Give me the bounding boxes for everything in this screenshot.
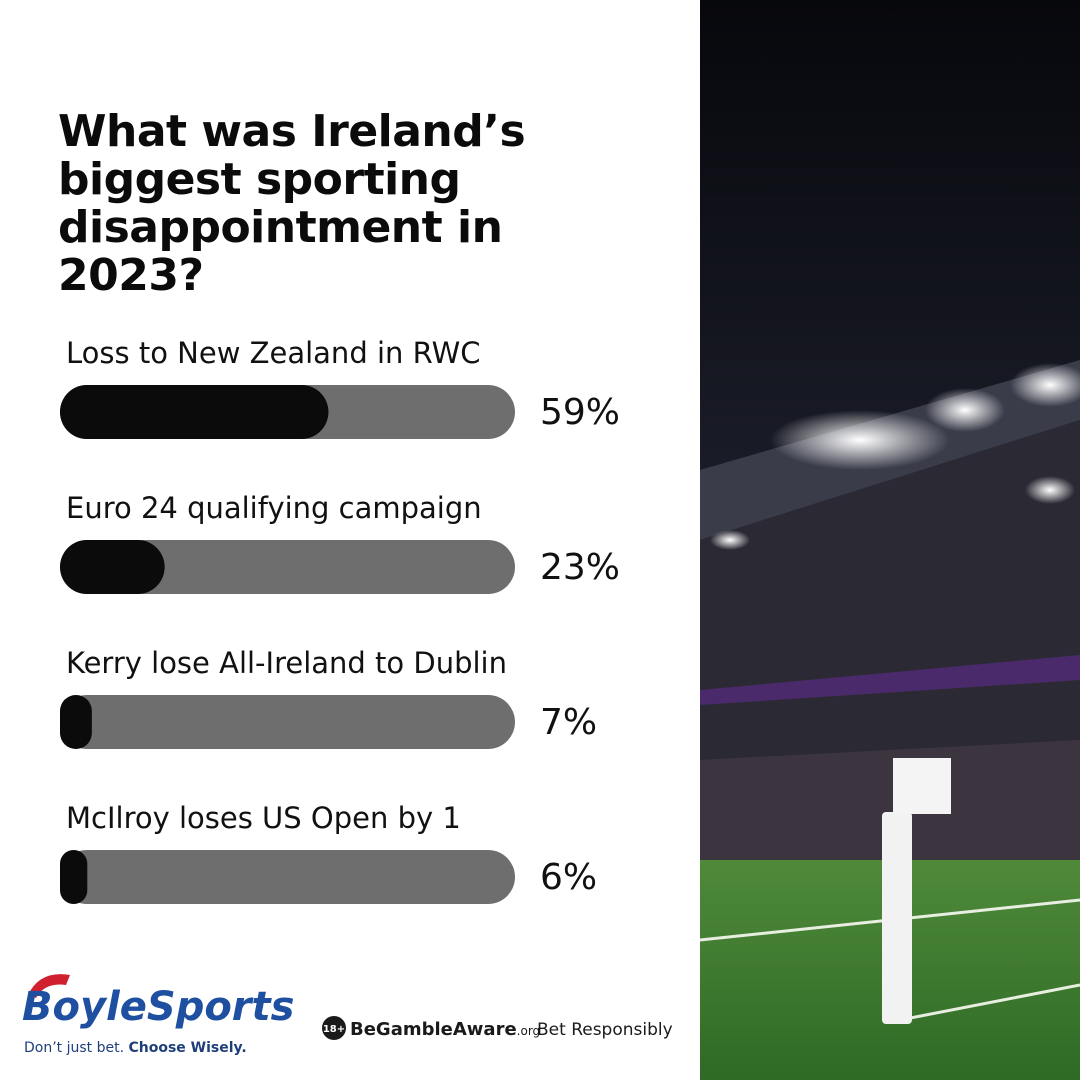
gamble-aware-suffix: .org: [517, 1024, 541, 1038]
category-label: McIlroy loses US Open by 1: [66, 801, 461, 835]
age-badge: 18+: [323, 1024, 345, 1035]
logo: BoyleSports: [22, 984, 294, 1030]
chart-title: What was Ireland’s biggest sporting disa…: [58, 106, 526, 301]
value-label: 23%: [540, 547, 620, 588]
branding: BoyleSports Don’t just bet. Choose Wisel…: [22, 974, 673, 1056]
value-label: 59%: [540, 392, 620, 433]
bar-track: [60, 695, 515, 749]
bar-track: [60, 540, 515, 594]
bar: [60, 385, 329, 439]
tagline: Don’t just bet. Choose Wisely.: [24, 1040, 247, 1056]
value-label: 7%: [540, 702, 597, 743]
bet-responsibly: Bet Responsibly: [537, 1020, 673, 1040]
bar: [60, 540, 165, 594]
bar-track: [60, 850, 515, 904]
gamble-aware-name: BeGambleAware: [350, 1019, 517, 1040]
tagline-start: Don’t just bet.: [24, 1040, 124, 1056]
value-label: 6%: [540, 857, 597, 898]
category-label: Kerry lose All-Ireland to Dublin: [66, 646, 507, 680]
stadium-photo: [699, 0, 1080, 1080]
category-label: Euro 24 qualifying campaign: [66, 491, 482, 525]
gamble-aware: BeGambleAware.org: [350, 1019, 540, 1040]
category-label: Loss to New Zealand in RWC: [66, 336, 481, 370]
bar: [60, 850, 88, 904]
tagline-end: Choose Wisely.: [129, 1040, 247, 1056]
bar: [60, 695, 92, 749]
